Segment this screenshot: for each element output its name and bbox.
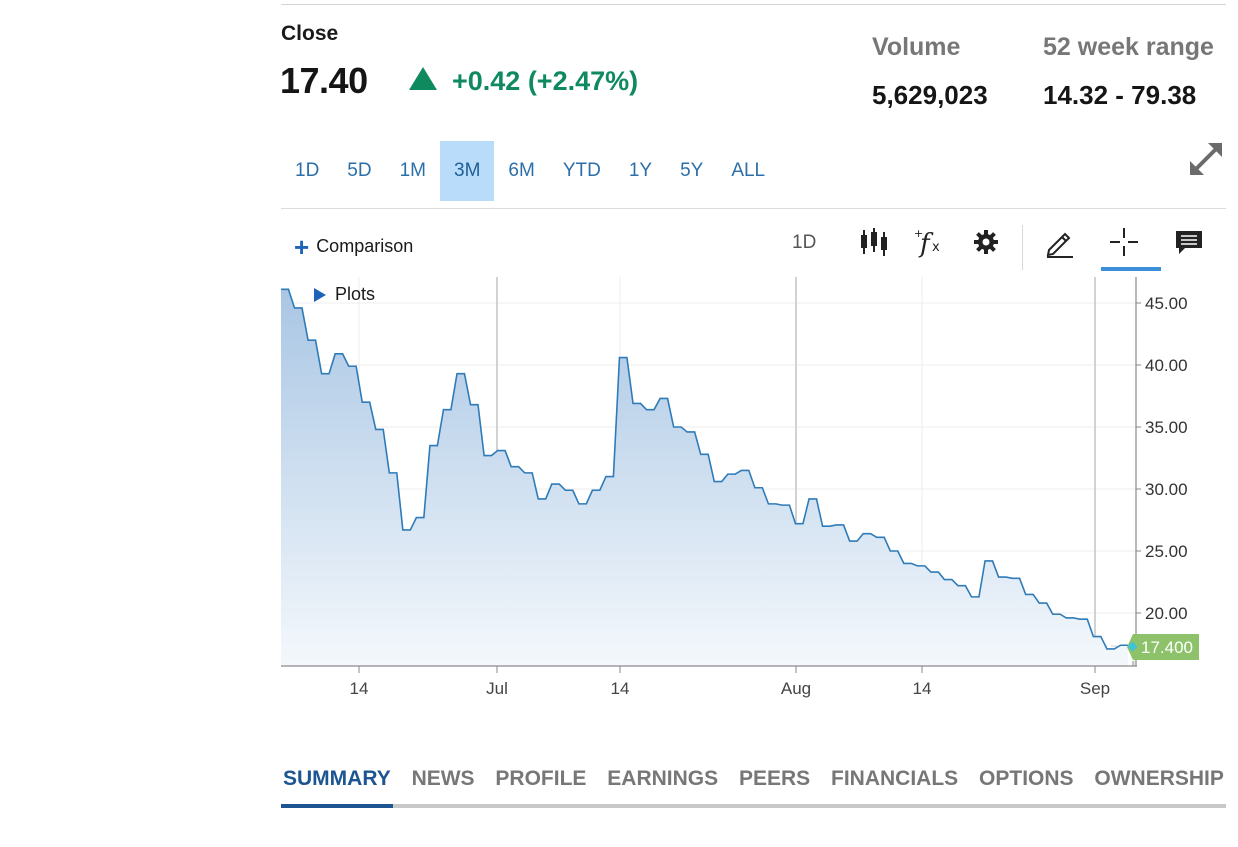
interval-selector[interactable]: 1D — [792, 232, 817, 253]
x-tick-label: 14 — [350, 679, 369, 698]
chart-axes: 45.00 40.00 35.00 30.00 25.00 20.00 14 Jul 14 Aug… — [281, 277, 1188, 698]
pencil-icon[interactable] — [1043, 226, 1075, 258]
y-tick-label: 30.00 — [1145, 480, 1188, 499]
range-button-1m[interactable]: 1M — [399, 160, 426, 181]
price-line — [281, 288, 1128, 650]
range-button-6m[interactable]: 6M — [508, 160, 535, 181]
comparison-button[interactable]: + Comparison — [294, 231, 414, 262]
range-button-ytd[interactable]: YTD — [562, 160, 601, 181]
price-change: +0.42 (+2.47%) — [452, 66, 639, 96]
crosshair-icon[interactable] — [1108, 226, 1140, 258]
range-button-5y[interactable]: 5Y — [680, 160, 704, 181]
function-icon[interactable]: + f x — [913, 226, 945, 258]
toolbar-separator — [1022, 225, 1023, 270]
time-range-selector: 1D 5D 1M 3M 6M YTD 1Y 5Y ALL — [281, 141, 779, 201]
tab-news[interactable]: NEWS — [411, 767, 475, 790]
range-button-all[interactable]: ALL — [731, 160, 766, 181]
x-tick-label: 14 — [611, 679, 630, 698]
range-button-1d[interactable]: 1D — [295, 160, 320, 181]
plus-icon: + — [294, 231, 310, 262]
y-tick-label: 20.00 — [1145, 604, 1188, 623]
tab-earnings[interactable]: EARNINGS — [607, 767, 719, 790]
volume-label: Volume — [872, 33, 961, 61]
close-label: Close — [281, 22, 339, 45]
range-button-3m[interactable]: 3M — [440, 141, 495, 201]
x-tick-label: Jul — [486, 679, 508, 698]
svg-text:+: + — [914, 227, 923, 240]
tab-summary[interactable]: SUMMARY — [281, 760, 393, 808]
volume-bar — [1132, 660, 1135, 666]
last-price-tag-label: 17.400 — [1141, 638, 1193, 657]
plots-toggle[interactable]: Plots — [314, 284, 375, 305]
y-tick-label: 35.00 — [1145, 418, 1188, 437]
y-tick-label: 45.00 — [1145, 294, 1188, 313]
comparison-label: Comparison — [316, 236, 414, 256]
tab-profile[interactable]: PROFILE — [495, 767, 587, 790]
x-tick-label: Aug — [781, 679, 811, 698]
volume-value: 5,629,023 — [872, 80, 988, 110]
price-area-fill — [281, 289, 1128, 666]
comment-icon[interactable] — [1173, 226, 1205, 258]
candlestick-icon[interactable] — [858, 226, 890, 258]
top-divider — [281, 4, 1226, 5]
y-tick-label: 40.00 — [1145, 356, 1188, 375]
tab-financials[interactable]: FINANCIALS — [831, 767, 959, 790]
gear-icon[interactable] — [970, 226, 1002, 258]
y-tick-label: 25.00 — [1145, 542, 1188, 561]
svg-text:x: x — [932, 240, 940, 255]
expand-icon[interactable] — [1186, 139, 1226, 179]
range-label: 52 week range — [1043, 33, 1214, 61]
price-area — [281, 288, 1128, 666]
tab-ownership[interactable]: OWNERSHIP — [1094, 767, 1224, 790]
tab-options[interactable]: OPTIONS — [979, 767, 1074, 790]
range-button-5d[interactable]: 5D — [347, 160, 372, 181]
x-tick-label: 14 — [913, 679, 932, 698]
plots-label: Plots — [335, 284, 376, 304]
last-price: 17.40 — [280, 60, 368, 101]
active-tool-indicator — [1101, 267, 1161, 271]
triangle-right-icon — [314, 287, 326, 302]
tab-peers[interactable]: PEERS — [738, 767, 811, 790]
last-price-tag: 17.400 — [1127, 634, 1199, 660]
up-arrow-icon — [409, 67, 437, 90]
range-button-1y[interactable]: 1Y — [628, 160, 653, 181]
range-value: 14.32 - 79.38 — [1043, 80, 1197, 110]
quote-tabs: SUMMARY NEWS PROFILE EARNINGS PEERS FINA… — [281, 760, 1226, 808]
x-tick-label: Sep — [1080, 679, 1110, 698]
toolbar-divider — [281, 208, 1226, 209]
